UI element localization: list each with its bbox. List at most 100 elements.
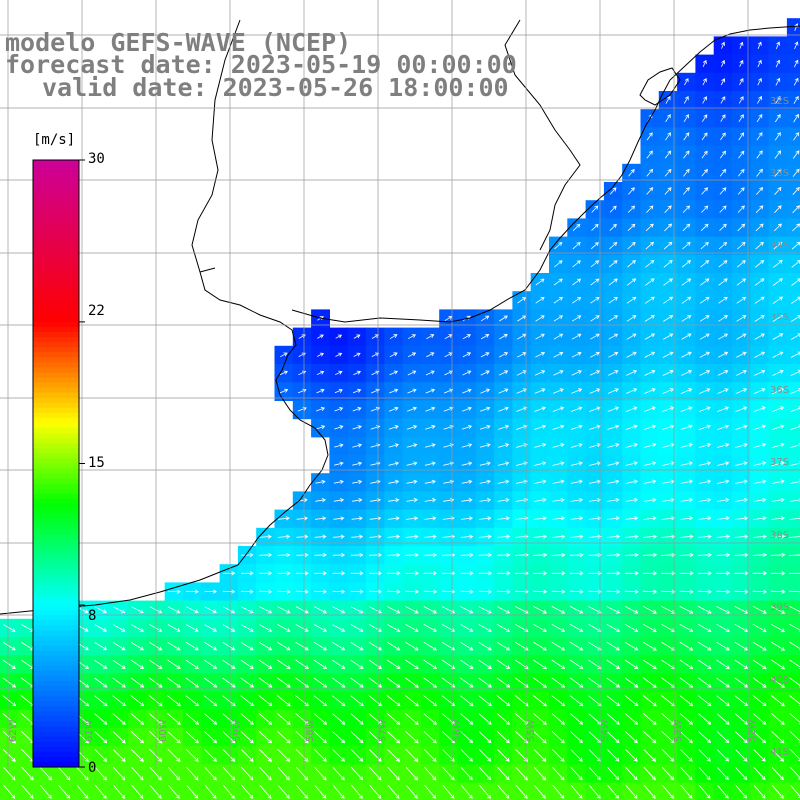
wind-arrow: [333, 534, 345, 539]
colorbar-segment: [33, 584, 79, 591]
colorbar-segment: [33, 635, 79, 642]
wind-cell: [640, 345, 660, 365]
wind-arrow: [699, 296, 710, 304]
colorbar-segment: [33, 306, 79, 313]
wind-arrow: [755, 223, 764, 232]
wind-cell: [732, 782, 751, 800]
wind-arrow: [130, 731, 145, 744]
wind-arrow: [515, 766, 528, 781]
wind-cell: [713, 145, 733, 165]
wind-arrow: [388, 479, 400, 484]
wind-arrow: [352, 479, 363, 484]
wind-arrow: [276, 713, 291, 725]
wind-arrow: [112, 748, 126, 762]
wind-arrow: [334, 443, 344, 448]
wind-arrow: [624, 606, 639, 614]
wind-arrow: [534, 443, 547, 448]
wind-arrow: [515, 461, 528, 466]
title-model: modelo GEFS-WAVE (NCEP): [5, 28, 352, 57]
wind-cell: [786, 91, 800, 110]
wind-arrow: [259, 748, 272, 762]
wind-arrow: [534, 388, 546, 394]
wind-arrow: [533, 766, 547, 781]
wind-arrow: [570, 767, 583, 781]
wind-arrow: [644, 333, 656, 340]
wind-arrow: [571, 351, 582, 358]
wind-cell: [713, 182, 733, 201]
wind-arrow: [333, 479, 344, 484]
wind-arrow: [698, 461, 712, 466]
wind-arrow: [588, 497, 602, 503]
wind-cell: [274, 345, 294, 365]
colorbar-segment: [33, 160, 79, 166]
wind-arrow: [442, 589, 456, 594]
wind-arrow: [149, 730, 163, 744]
wind-arrow: [664, 150, 672, 159]
wind-arrow: [94, 624, 107, 632]
lon-label: 52W: [747, 719, 758, 742]
wind-arrow: [112, 766, 126, 781]
wind-arrow: [295, 731, 309, 744]
wind-arrow: [734, 623, 749, 632]
wind-arrow: [664, 168, 672, 177]
wind-arrow: [515, 784, 528, 799]
wind-arrow: [627, 205, 636, 213]
wind-arrow: [756, 187, 764, 195]
wind-arrow: [3, 624, 16, 632]
wind-cell: [658, 273, 678, 292]
wind-arrow: [606, 677, 621, 688]
wind-cell: [567, 291, 587, 310]
wind-arrow: [646, 187, 654, 195]
wind-arrow: [149, 748, 163, 762]
wind-cell: [695, 109, 715, 128]
wind-arrow: [21, 784, 34, 799]
wind-arrow: [406, 497, 418, 503]
wind-cell: [658, 145, 678, 165]
wind-arrow: [535, 278, 545, 286]
wind-cell: [732, 236, 751, 256]
wind-arrow: [606, 731, 620, 744]
wind-arrow: [739, 41, 744, 49]
lon-label: 53W: [673, 719, 684, 742]
colorbar-segment: [33, 529, 79, 535]
wind-arrow: [478, 677, 492, 688]
wind-arrow: [570, 406, 583, 412]
colorbar-segment: [33, 443, 79, 449]
wind-cell: [677, 291, 696, 310]
wind-arrow: [148, 713, 163, 725]
wind-arrow: [277, 534, 291, 539]
colorbar-segment: [33, 519, 79, 525]
wind-arrow: [789, 713, 800, 725]
wind-cell: [750, 782, 770, 800]
lat-label: 32S: [770, 96, 790, 107]
wind-arrow: [277, 624, 291, 632]
wind-cell: [732, 345, 751, 365]
wind-arrow: [663, 278, 674, 286]
wind-arrow: [662, 351, 674, 358]
wind-cell: [713, 236, 733, 256]
border-uruguay-brazil: [504, 19, 581, 251]
wind-arrow: [789, 516, 800, 521]
wind-arrow: [628, 187, 635, 195]
lon-label: 59W: [232, 719, 243, 742]
wind-arrow: [423, 749, 437, 762]
wind-cell: [585, 218, 605, 238]
wind-arrow: [698, 516, 712, 521]
wind-arrow: [753, 767, 766, 781]
wind-arrow: [609, 223, 617, 231]
wind-arrow: [277, 659, 291, 670]
wind-arrow: [680, 767, 693, 781]
wind-arrow: [680, 479, 693, 484]
colorbar-segment: [33, 392, 79, 399]
wind-cell: [512, 309, 532, 329]
wind-cell: [658, 782, 678, 800]
wind-arrow: [554, 260, 563, 268]
wind-cell: [640, 273, 660, 292]
wind-arrow: [277, 606, 291, 614]
wind-arrow: [478, 713, 492, 725]
wind-arrow: [570, 497, 584, 503]
wind-arrow: [478, 571, 493, 576]
wind-arrow: [681, 351, 692, 358]
wind-arrow: [698, 713, 712, 725]
colorbar-segment: [33, 326, 79, 333]
